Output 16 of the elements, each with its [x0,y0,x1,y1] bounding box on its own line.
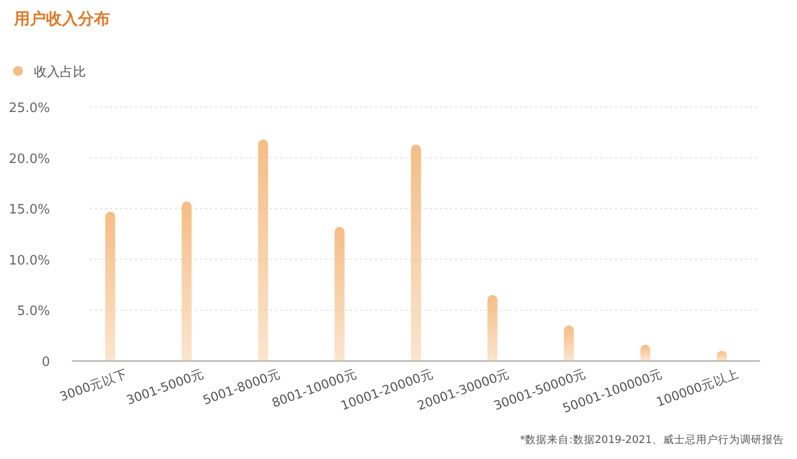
bar [411,144,421,361]
bar [105,212,116,361]
y-tick-label: 15.0% [8,202,50,218]
y-tick-label: 25.0% [8,101,50,116]
bar [564,325,574,361]
y-tick-label: 0 [42,355,50,370]
bar [487,294,498,361]
text: *数据来自:数据2019-2021、威士忌用户行为调研报告 [520,433,784,446]
bar [258,140,268,361]
bar [182,202,192,361]
y-tick-label: 5.0% [16,304,50,320]
bar [334,226,345,361]
y-tick-label: 10.0% [8,253,50,268]
chart-title: 用户收入分布 [13,9,110,28]
y-tick-label: 20.0% [8,152,50,167]
legend-label: 收入占比 [34,65,86,80]
